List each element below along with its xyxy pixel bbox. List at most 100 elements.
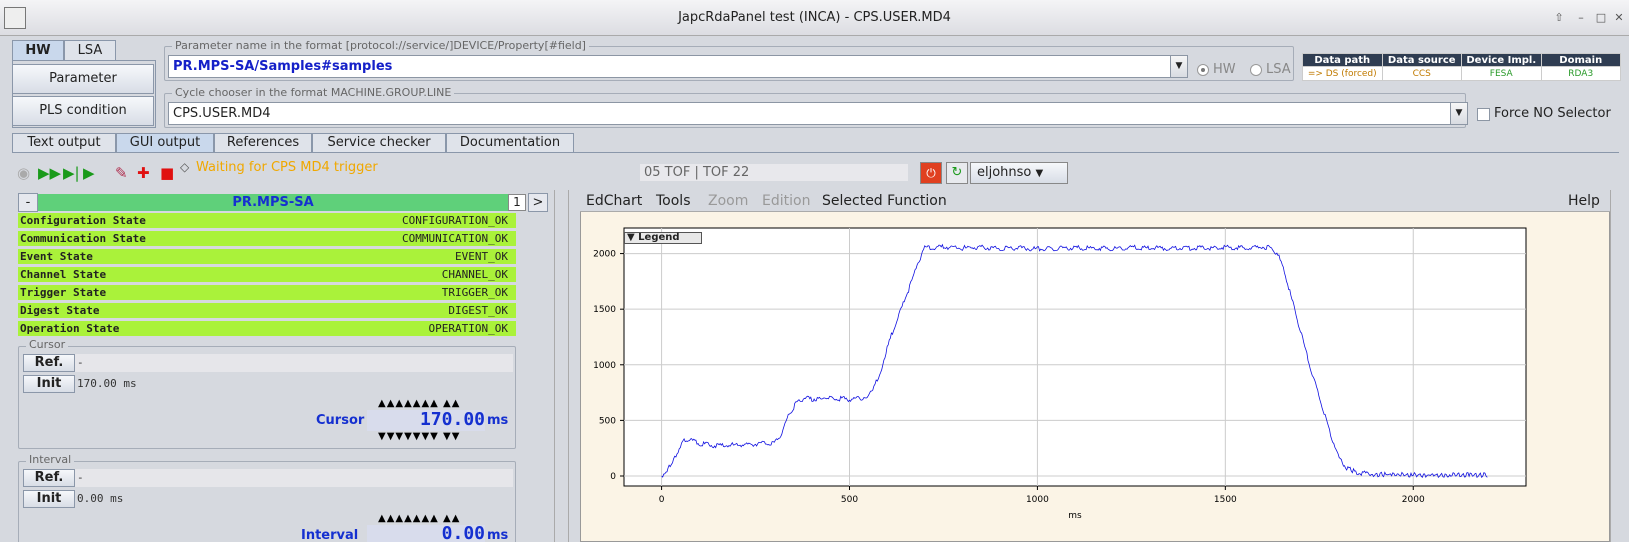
cycle-dropdown-icon[interactable]: ▼ bbox=[1450, 102, 1468, 125]
hw-radio[interactable] bbox=[1197, 64, 1209, 76]
state-label: Channel State bbox=[20, 268, 107, 281]
lsa-radio[interactable] bbox=[1250, 64, 1262, 76]
pls-condition-button[interactable]: PLS condition bbox=[12, 96, 154, 126]
parameter-dropdown-icon[interactable]: ▼ bbox=[1170, 55, 1188, 78]
cursor-ref-value: - bbox=[75, 354, 513, 372]
legend-button[interactable]: ▼ Legend bbox=[624, 232, 702, 244]
state-label: Communication State bbox=[20, 232, 146, 245]
parameter-button[interactable]: Parameter bbox=[12, 64, 154, 94]
interval-value-box[interactable] bbox=[367, 525, 485, 542]
state-value: OPERATION_OK bbox=[428, 322, 508, 335]
state-value: DIGEST_OK bbox=[448, 304, 508, 317]
restore-window-icon[interactable]: ⇧ bbox=[1554, 11, 1564, 24]
interval-value: 0.00 bbox=[441, 523, 485, 542]
data-series-line bbox=[661, 243, 1488, 479]
power-icon[interactable]: ⏻ bbox=[920, 162, 942, 184]
cursor-increment-arrows[interactable]: ▲▲▲▲▲▲▲ ▲▲ bbox=[378, 398, 461, 409]
parameter-input[interactable]: PR.MPS-SA/Samples#samples bbox=[168, 55, 1172, 78]
state-value: CONFIGURATION_OK bbox=[402, 214, 508, 227]
cursor-value: 170.00 bbox=[419, 409, 485, 430]
cursor-value-box[interactable] bbox=[367, 410, 485, 431]
refresh-icon[interactable]: ↻ bbox=[946, 162, 968, 184]
interval-fieldset bbox=[18, 461, 516, 542]
info-header: Domain bbox=[1540, 53, 1621, 67]
state-value: COMMUNICATION_OK bbox=[402, 232, 508, 245]
interval-ref-button[interactable]: Ref. bbox=[23, 469, 75, 487]
interval-init-value: 0.00 ms bbox=[77, 492, 124, 505]
cursor-decrement-arrows[interactable]: ▼▼▼▼▼▼▼ ▼▼ bbox=[378, 431, 461, 442]
splitter[interactable] bbox=[568, 190, 580, 542]
parameter-fieldset bbox=[164, 46, 1294, 81]
collapse-button[interactable]: - bbox=[18, 193, 38, 212]
info-value: CCS bbox=[1381, 66, 1462, 81]
add-icon[interactable]: ✚ bbox=[137, 164, 150, 182]
x-tick-label: 1000 bbox=[1026, 495, 1049, 505]
stop-icon[interactable]: ◉ bbox=[17, 164, 31, 182]
info-value: => DS (forced) bbox=[1302, 66, 1383, 81]
chevron-down-icon: ▼ bbox=[1035, 168, 1044, 179]
next-page-button[interactable]: > bbox=[528, 193, 548, 212]
tab-hw[interactable]: HW bbox=[12, 40, 64, 60]
plot-area bbox=[623, 227, 1527, 487]
cycle-input[interactable]: CPS.USER.MD4 bbox=[168, 102, 1452, 125]
interval-unit: ms bbox=[487, 528, 509, 542]
fast-forward-icon[interactable]: ▶▶ bbox=[38, 164, 62, 182]
cursor-ref-button[interactable]: Ref. bbox=[23, 354, 75, 372]
x-tick-label: 2000 bbox=[1402, 495, 1425, 505]
tab-gui-output[interactable]: GUI output bbox=[116, 133, 214, 152]
state-label: Operation State bbox=[20, 322, 120, 335]
minimize-window-icon[interactable]: – bbox=[1578, 11, 1584, 24]
interval-increment-arrows[interactable]: ▲▲▲▲▲▲▲ ▲▲ bbox=[378, 513, 461, 524]
menu-selected-function[interactable]: Selected Function bbox=[822, 193, 947, 209]
info-header: Device Impl. bbox=[1461, 53, 1542, 67]
menu-edchart[interactable]: EdChart bbox=[586, 193, 643, 209]
x-tick-label: 500 bbox=[841, 495, 858, 505]
interval-init-button[interactable]: Init bbox=[23, 490, 75, 508]
y-tick-label: 1500 bbox=[593, 305, 616, 315]
state-row: Configuration State CONFIGURATION_OK bbox=[18, 213, 516, 228]
tab-lsa[interactable]: LSA bbox=[64, 40, 116, 60]
interval-ref-value: - bbox=[75, 469, 513, 487]
menu-tools[interactable]: Tools bbox=[656, 193, 691, 209]
tab-text-output[interactable]: Text output bbox=[12, 133, 116, 152]
play-icon[interactable]: ▶ bbox=[83, 164, 95, 182]
state-row: Operation State OPERATION_OK bbox=[18, 321, 516, 336]
close-window-icon[interactable]: ✕ bbox=[1614, 11, 1624, 24]
step-icon[interactable]: ▶| bbox=[63, 164, 80, 182]
x-tick-label: 1500 bbox=[1214, 495, 1237, 505]
record-stop-icon[interactable]: ■ bbox=[160, 164, 175, 182]
y-tick-label: 0 bbox=[610, 472, 616, 482]
force-no-selector-checkbox[interactable] bbox=[1477, 108, 1490, 121]
menu-edition[interactable]: Edition bbox=[762, 193, 811, 209]
state-row: Communication State COMMUNICATION_OK bbox=[18, 231, 516, 246]
menu-zoom[interactable]: Zoom bbox=[708, 193, 749, 209]
cursor-init-button[interactable]: Init bbox=[23, 375, 75, 393]
state-row: Event State EVENT_OK bbox=[18, 249, 516, 264]
info-value: RDA3 bbox=[1540, 66, 1621, 81]
tof-display: 05 TOF | TOF 22 bbox=[640, 164, 908, 181]
eraser-icon[interactable]: ✎ bbox=[115, 164, 128, 182]
x-axis-label: ms bbox=[1068, 511, 1082, 521]
info-value: FESA bbox=[1461, 66, 1542, 81]
cursor-unit: ms bbox=[487, 413, 509, 428]
tab-service-checker[interactable]: Service checker bbox=[312, 133, 446, 152]
tab-documentation[interactable]: Documentation bbox=[446, 133, 574, 152]
title-bar: JapcRdaPanel test (INCA) - CPS.USER.MD4 … bbox=[0, 0, 1629, 36]
legend-label: Legend bbox=[638, 232, 680, 243]
window-title: JapcRdaPanel test (INCA) - CPS.USER.MD4 bbox=[678, 10, 951, 25]
status-text: Waiting for CPS MD4 trigger bbox=[196, 160, 378, 175]
maximize-window-icon[interactable]: □ bbox=[1595, 11, 1607, 24]
chart-scrollbar[interactable] bbox=[1610, 190, 1622, 542]
tab-references[interactable]: References bbox=[214, 133, 312, 152]
state-row: Channel State CHANNEL_OK bbox=[18, 267, 516, 282]
user-dropdown[interactable]: eljohnso ▼ bbox=[970, 162, 1068, 184]
left-scrollbar[interactable] bbox=[554, 190, 566, 542]
state-label: Trigger State bbox=[20, 286, 107, 299]
interval-legend: Interval bbox=[26, 453, 75, 466]
menu-help[interactable]: Help bbox=[1568, 193, 1600, 209]
y-tick-label: 1000 bbox=[593, 361, 616, 371]
cursor-fieldset bbox=[18, 346, 516, 449]
state-value: CHANNEL_OK bbox=[441, 268, 508, 281]
app-icon bbox=[4, 7, 26, 29]
device-name-header: PR.MPS-SA bbox=[38, 194, 508, 211]
